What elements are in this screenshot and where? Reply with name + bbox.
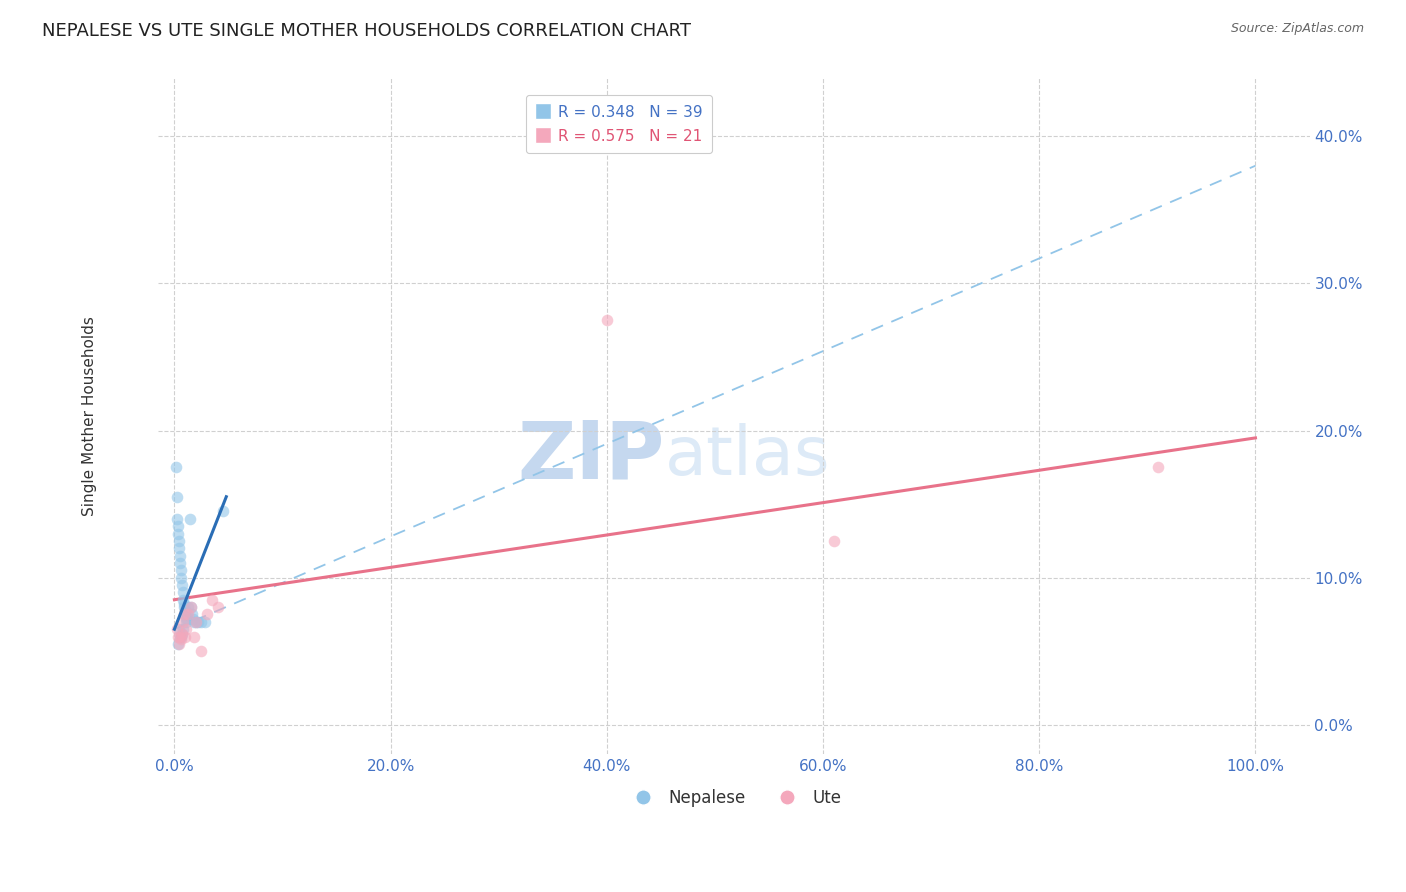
Point bbox=[166, 622, 188, 636]
Point bbox=[174, 612, 197, 626]
Point bbox=[174, 630, 197, 644]
Point bbox=[166, 637, 188, 651]
Point bbox=[173, 603, 195, 617]
Text: Source: ZipAtlas.com: Source: ZipAtlas.com bbox=[1230, 22, 1364, 36]
Legend: Nepalese, Ute: Nepalese, Ute bbox=[620, 782, 848, 814]
Point bbox=[174, 607, 197, 622]
Point bbox=[183, 630, 205, 644]
Point bbox=[167, 526, 190, 541]
Point bbox=[170, 626, 193, 640]
Point bbox=[167, 637, 190, 651]
Text: ZIP: ZIP bbox=[517, 417, 665, 495]
Point bbox=[172, 585, 194, 599]
Point bbox=[177, 607, 200, 622]
Point bbox=[184, 615, 207, 629]
Text: atlas: atlas bbox=[665, 424, 831, 490]
Point bbox=[187, 615, 209, 629]
Point bbox=[166, 512, 188, 526]
Point bbox=[195, 607, 218, 622]
Point bbox=[170, 630, 193, 644]
Point bbox=[194, 615, 217, 629]
Point bbox=[167, 541, 190, 556]
Point bbox=[172, 615, 194, 629]
Point bbox=[169, 556, 191, 570]
Point bbox=[165, 460, 187, 475]
Point bbox=[596, 313, 619, 327]
Point bbox=[170, 632, 193, 647]
Point bbox=[183, 615, 205, 629]
Point bbox=[201, 592, 224, 607]
Point bbox=[173, 600, 195, 615]
Point bbox=[173, 607, 195, 622]
Point bbox=[179, 512, 201, 526]
Point bbox=[170, 626, 193, 640]
Point bbox=[190, 644, 212, 658]
Text: Single Mother Households: Single Mother Households bbox=[82, 316, 97, 516]
Point bbox=[166, 630, 188, 644]
Point bbox=[167, 622, 190, 636]
Point bbox=[212, 504, 235, 518]
Point bbox=[177, 600, 200, 615]
Point bbox=[170, 571, 193, 585]
Point bbox=[169, 630, 191, 644]
Point bbox=[1147, 460, 1170, 475]
Text: NEPALESE VS UTE SINGLE MOTHER HOUSEHOLDS CORRELATION CHART: NEPALESE VS UTE SINGLE MOTHER HOUSEHOLDS… bbox=[42, 22, 692, 40]
Point bbox=[169, 549, 191, 563]
Point bbox=[170, 563, 193, 577]
Point bbox=[176, 607, 198, 622]
Point bbox=[176, 612, 198, 626]
Point bbox=[169, 630, 191, 644]
Point bbox=[172, 592, 194, 607]
Point bbox=[180, 600, 202, 615]
Point bbox=[823, 533, 845, 548]
Point bbox=[170, 578, 193, 592]
Point bbox=[180, 607, 202, 622]
Point bbox=[174, 615, 197, 629]
Point bbox=[180, 600, 202, 615]
Point bbox=[174, 622, 197, 636]
Point bbox=[172, 622, 194, 636]
Point bbox=[166, 490, 188, 504]
Point bbox=[181, 612, 204, 626]
Point bbox=[184, 615, 207, 629]
Point bbox=[207, 600, 229, 615]
Point bbox=[190, 615, 212, 629]
Point bbox=[167, 533, 190, 548]
Point bbox=[166, 519, 188, 533]
Point bbox=[173, 597, 195, 611]
